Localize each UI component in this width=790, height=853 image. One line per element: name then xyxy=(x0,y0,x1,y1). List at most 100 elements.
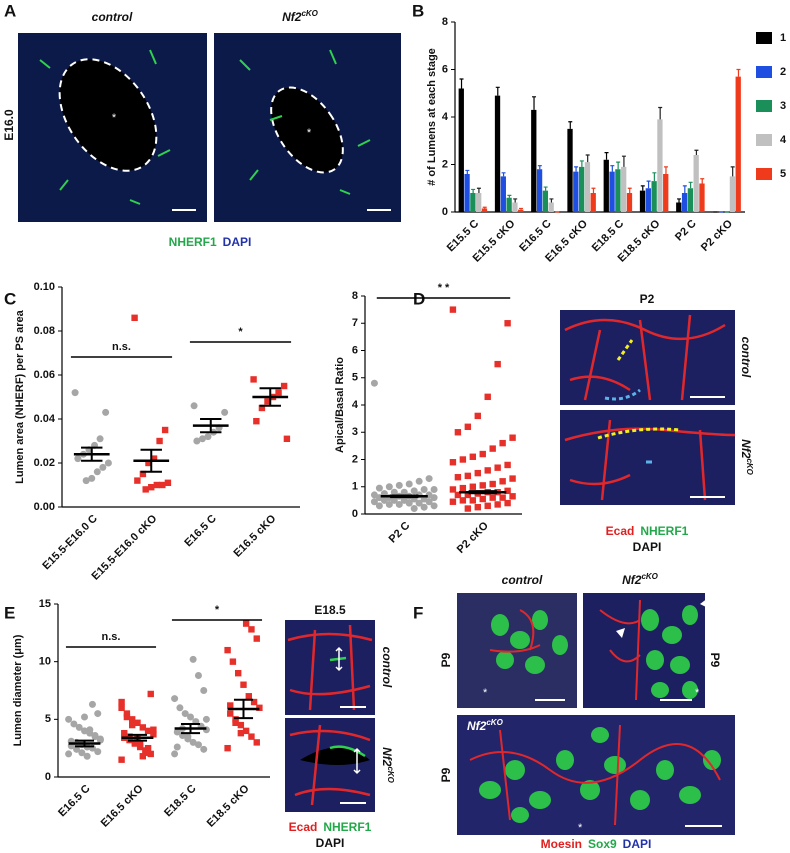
point xyxy=(474,469,481,477)
point xyxy=(65,750,73,758)
y-axis-label: Lumen diameter (μm) xyxy=(12,634,24,746)
gene: Nf2 xyxy=(380,747,394,767)
lumen-mark: * xyxy=(695,687,700,699)
bar xyxy=(578,166,585,212)
point xyxy=(240,681,247,688)
point xyxy=(237,729,245,737)
error-bar xyxy=(677,198,682,203)
point xyxy=(415,499,423,507)
point xyxy=(474,503,481,511)
point xyxy=(123,713,131,721)
x-tick-label: E15.5-E16.0 cKO xyxy=(90,512,160,582)
stain-signal xyxy=(489,609,541,653)
point xyxy=(449,306,457,313)
error-bar xyxy=(513,198,518,203)
error-bar xyxy=(627,187,632,193)
bar xyxy=(536,169,543,212)
error-bar xyxy=(390,494,419,499)
point xyxy=(184,733,192,741)
y-tick-label: 3 xyxy=(352,426,358,438)
point xyxy=(144,744,152,752)
point xyxy=(227,710,234,717)
point xyxy=(464,423,472,430)
point xyxy=(245,693,252,700)
y-axis-label: Lumen area (NHERF) per PS area xyxy=(14,309,26,483)
point xyxy=(425,498,433,506)
point xyxy=(129,721,136,729)
point xyxy=(395,481,403,489)
error-bar xyxy=(604,152,609,160)
error-bar xyxy=(501,172,506,177)
point xyxy=(469,453,477,460)
panel-label: D xyxy=(413,289,425,308)
bar xyxy=(657,119,663,212)
point xyxy=(142,486,149,493)
bar xyxy=(464,174,470,212)
bar xyxy=(548,202,554,212)
basal-mark xyxy=(604,388,641,401)
point xyxy=(499,494,506,501)
stain: Moesin xyxy=(541,837,582,851)
gene: Nf2 xyxy=(622,573,642,587)
point xyxy=(189,655,197,663)
stage-label: P2 xyxy=(640,292,655,306)
superscript: cKO xyxy=(486,718,503,727)
point xyxy=(430,485,438,493)
y-tick-label: 1 xyxy=(352,481,358,493)
point xyxy=(459,497,467,504)
bar xyxy=(687,188,694,212)
point xyxy=(469,497,477,504)
point xyxy=(118,704,125,711)
y-tick-label: 0 xyxy=(352,508,358,520)
point xyxy=(229,658,237,665)
panel-label: C xyxy=(4,289,16,308)
bar xyxy=(693,155,699,212)
point xyxy=(194,741,202,749)
error-bar xyxy=(700,178,705,184)
error-bar xyxy=(682,185,687,193)
point xyxy=(504,320,511,327)
point xyxy=(489,445,496,452)
bar xyxy=(609,171,615,212)
point xyxy=(375,484,383,492)
stain-signal xyxy=(599,599,641,701)
error-bar xyxy=(459,78,464,89)
point xyxy=(484,393,491,401)
error-bar xyxy=(688,181,693,189)
x-tick-label: P2 C xyxy=(387,520,413,546)
point xyxy=(187,713,194,721)
y-tick-label: 6 xyxy=(442,63,448,75)
point xyxy=(248,626,255,633)
y-tick-label: 2 xyxy=(352,453,358,465)
row-label: P9 xyxy=(439,767,453,782)
point xyxy=(237,721,245,729)
error-bar xyxy=(652,172,657,182)
point xyxy=(224,646,231,654)
point xyxy=(224,744,231,752)
legend-swatch xyxy=(756,100,772,112)
error-bar xyxy=(730,166,735,177)
lumen-outline xyxy=(270,86,344,174)
point xyxy=(484,502,491,510)
column-label: control xyxy=(502,573,543,587)
bar xyxy=(615,169,621,212)
point xyxy=(232,716,239,723)
x-tick-label: E16.5 C xyxy=(517,218,554,255)
point xyxy=(88,700,96,708)
error-bar xyxy=(81,446,103,462)
significance-label: n.s. xyxy=(102,631,121,643)
point xyxy=(232,719,239,726)
x-tick-label: E16.5 cKO xyxy=(99,782,146,829)
lumen-mark: * xyxy=(483,687,488,699)
y-tick-label: 0.04 xyxy=(34,413,56,425)
point xyxy=(253,418,260,425)
point xyxy=(129,716,136,723)
error-bar xyxy=(74,739,95,748)
point xyxy=(250,376,257,383)
point xyxy=(499,439,506,447)
panel-label: E xyxy=(4,603,15,622)
error-bar xyxy=(610,165,615,172)
point xyxy=(198,435,206,443)
legend-swatch xyxy=(756,134,772,146)
point xyxy=(459,456,467,463)
